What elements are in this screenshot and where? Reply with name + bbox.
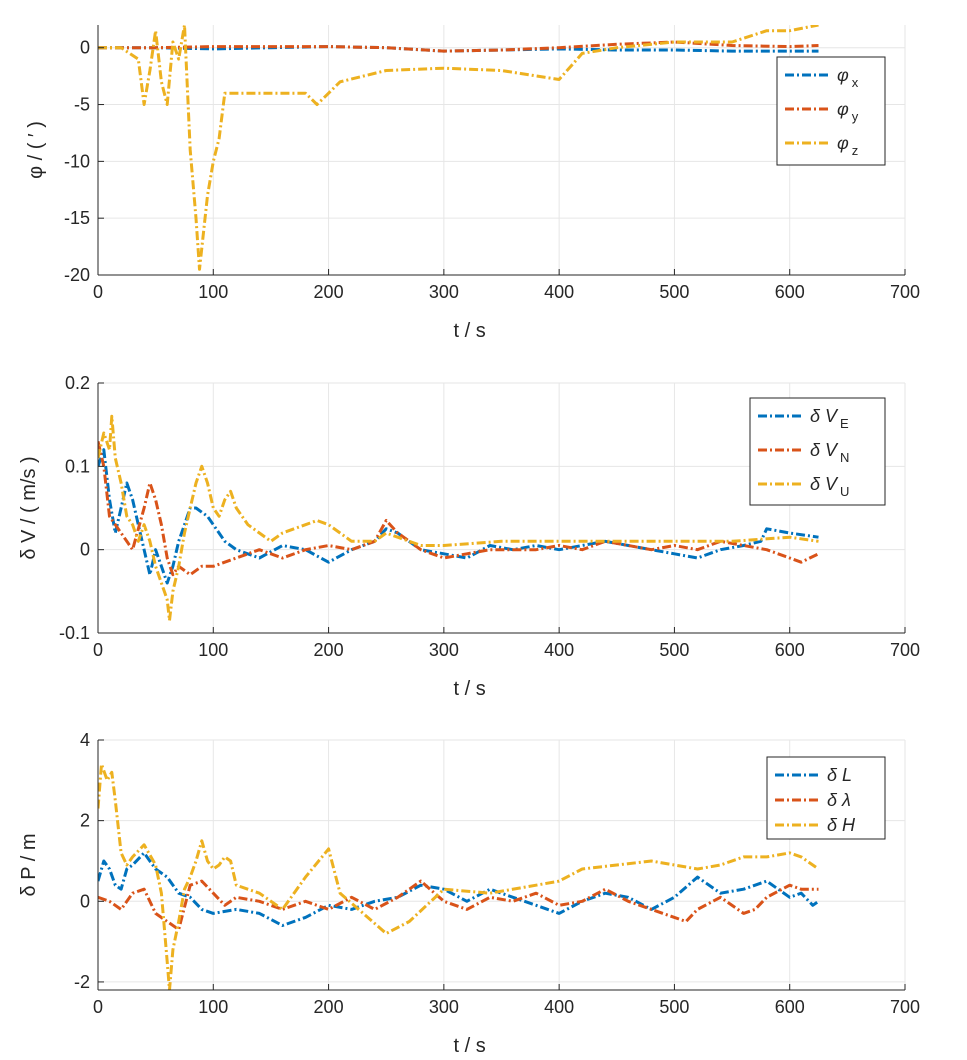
x-tick-label: 400 xyxy=(544,997,574,1017)
legend-entry-base: δ λ xyxy=(827,790,851,810)
legend-box xyxy=(766,756,886,840)
x-tick-label: 200 xyxy=(314,997,344,1017)
legend-entry-1: δ L xyxy=(827,765,852,785)
series-line-2 xyxy=(98,40,819,53)
legend-entry-base: φ xyxy=(837,99,849,119)
x-tick-label: 100 xyxy=(198,640,228,660)
legend-entry-subscript: x xyxy=(852,75,859,90)
x-tick-label: 200 xyxy=(314,640,344,660)
y-tick-label: -5 xyxy=(74,95,90,115)
x-tick-label: 700 xyxy=(890,640,920,660)
series-line-1 xyxy=(98,851,820,927)
y-tick-label: 0.1 xyxy=(65,456,90,476)
x-tick-label: 300 xyxy=(429,997,459,1017)
x-tick-label: 100 xyxy=(198,282,228,302)
x-tick-label: 700 xyxy=(890,997,920,1017)
legend-entry-subscript: N xyxy=(840,450,849,465)
x-tick-label: 300 xyxy=(429,282,459,302)
y-tick-label: 0 xyxy=(80,891,90,911)
legend: φ xφ yφ z xyxy=(776,56,886,166)
series-line-3 xyxy=(98,25,819,271)
chart-panel-2: 0 100 200 300 400 500 600 700-0.100.10.2t / sδ … xyxy=(18,373,920,700)
x-tick-label: 200 xyxy=(314,282,344,302)
y-tick-label: -2 xyxy=(74,972,90,992)
series-line-1 xyxy=(98,448,819,585)
y-tick-label: -15 xyxy=(64,208,90,228)
x-axis-label: t / s xyxy=(454,1035,486,1057)
x-tick-label: 0 xyxy=(93,282,103,302)
legend-box xyxy=(749,397,886,506)
x-tick-label: 0 xyxy=(93,997,103,1017)
chart-panel-1: 0 100 200 300 400 500 600 700 -20 -15 -10 -5 0 t / s φ… xyxy=(25,25,920,342)
series-line-3 xyxy=(98,762,820,990)
x-axis-label: t / s xyxy=(454,678,486,700)
y-axis-label: δ P / m xyxy=(18,834,40,897)
y-tick-label: -0.1 xyxy=(59,623,90,643)
series-line-2 xyxy=(98,440,820,577)
legend-entry-base: δ V xyxy=(810,406,839,426)
x-tick-label: 600 xyxy=(775,640,805,660)
legend-entry-base: δ H xyxy=(827,815,856,835)
plot-area xyxy=(98,25,905,275)
legend-entry-subscript: y xyxy=(852,109,859,124)
x-tick-label: 400 xyxy=(544,640,574,660)
y-tick-label: 0 xyxy=(80,38,90,58)
y-axis-label: δ V / ( m/s ) xyxy=(18,456,40,559)
x-tick-label: 100 xyxy=(198,997,228,1017)
legend-box xyxy=(776,56,886,166)
y-tick-label: -10 xyxy=(64,151,90,171)
y-tick-label: 2 xyxy=(80,811,90,831)
series-line-3 xyxy=(98,414,819,622)
y-tick-label: 0.2 xyxy=(65,373,90,393)
legend-entry-3: δ H xyxy=(827,815,856,835)
legend-entry-subscript: E xyxy=(840,416,849,431)
legend-entry-base: φ xyxy=(837,65,849,85)
x-tick-label: 500 xyxy=(659,640,689,660)
series-line-2 xyxy=(98,879,819,931)
y-tick-label: 0 xyxy=(80,540,90,560)
x-tick-label: 0 xyxy=(93,640,103,660)
x-tick-label: 300 xyxy=(429,640,459,660)
x-tick-label: 700 xyxy=(890,282,920,302)
legend-entry-subscript: U xyxy=(840,484,849,499)
x-axis-label: t / s xyxy=(454,320,486,342)
x-tick-label: 400 xyxy=(544,282,574,302)
y-axis-label: φ / ( ′ ) xyxy=(25,121,47,179)
legend-entry-base: δ V xyxy=(810,474,839,494)
legend: δ L δ λ δ H xyxy=(766,756,886,840)
x-tick-label: 600 xyxy=(775,997,805,1017)
legend-entry-2: δ λ xyxy=(827,790,851,810)
x-tick-label: 500 xyxy=(659,282,689,302)
x-tick-label: 600 xyxy=(775,282,805,302)
legend-entry-subscript: z xyxy=(852,143,859,158)
legend-entry-base: φ xyxy=(837,133,849,153)
x-tick-label: 500 xyxy=(659,997,689,1017)
y-tick-label: -20 xyxy=(64,265,90,285)
legend-entry-base: δ L xyxy=(827,765,852,785)
y-tick-label: 4 xyxy=(80,730,90,750)
legend-entry-base: δ V xyxy=(810,440,839,460)
